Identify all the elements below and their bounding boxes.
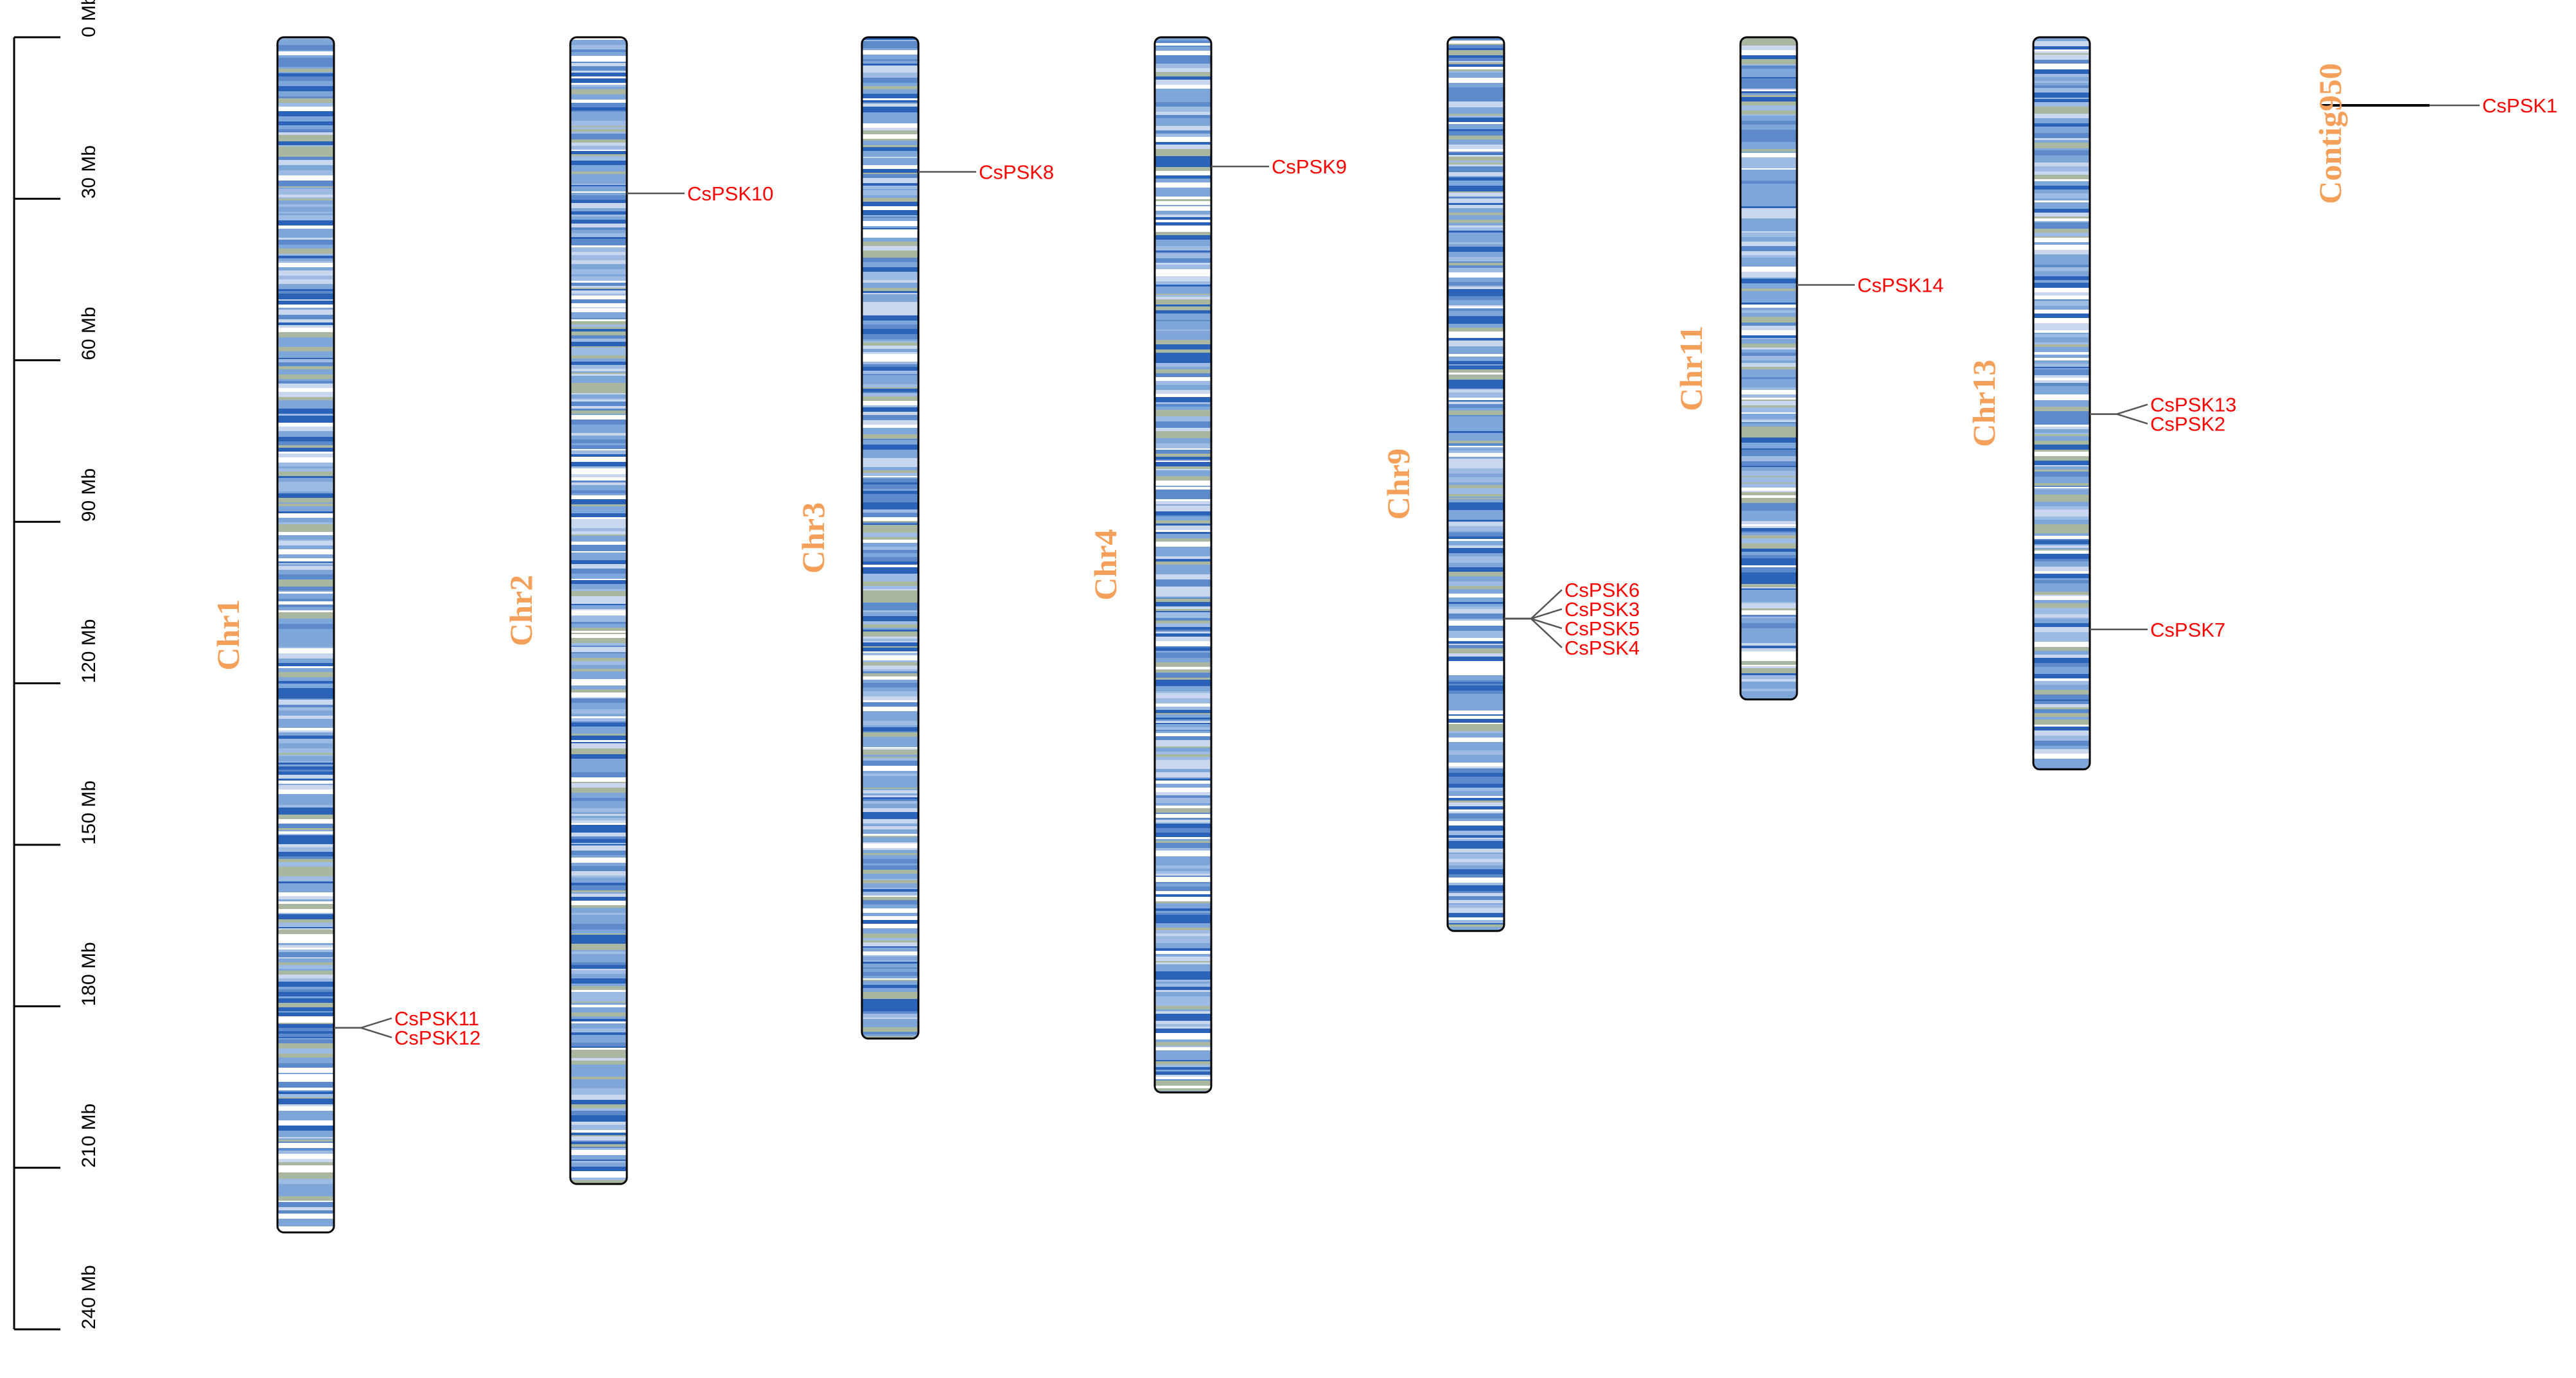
chromosome-chr11: Chr11 [1673,36,1798,701]
gene-label-cspsk1: CsPSK1 [2482,94,2557,117]
chromosome-contig950: Contig950 [2312,63,2430,204]
chromosome-outline [1446,36,1505,932]
density-bands [2033,37,2090,770]
density-bands [1448,37,1504,932]
chromosome-chr2: Chr2 [503,36,628,1185]
chromosome-label: Chr2 [503,575,539,646]
axis-tick-label: 0 Mb [78,0,100,37]
gene-label-cspsk4: CsPSK4 [1564,637,1640,659]
chromosome-outline [1153,36,1213,1093]
gene-label-cspsk10: CsPSK10 [687,182,773,205]
gene-leader-line [2090,413,2148,425]
chromosome-outline [569,36,628,1185]
axis-tick-label: 60 Mb [78,306,100,360]
gene-label-cspsk12: CsPSK12 [394,1027,480,1049]
gene-label-cspsk3: CsPSK3 [1564,598,1640,621]
gene-label-cspsk13: CsPSK13 [2150,394,2236,416]
chromosome-outline [1739,36,1798,701]
scale-axis: 0 Mb 30 Mb 60 Mb 90 Mb 120 Mb 150 Mb 180 Mb 210… [13,0,100,1330]
chromosome-label: Chr3 [795,502,831,574]
gene-leader-line [1504,589,1563,620]
gene-label-cspsk8: CsPSK8 [979,161,1054,184]
density-bands [862,37,918,1039]
axis-tick-label: 150 Mb [78,781,100,845]
chromosome-chr9: Chr9 [1380,36,1505,932]
axis-tick-label: 240 Mb [78,1265,100,1329]
gene-leader-line [334,1017,392,1029]
chromosome-label: Chr4 [1087,529,1123,601]
chromosome-chr13: Chr13 [1966,36,2091,771]
chromosome-label: Chr9 [1380,448,1416,520]
chromosome-label: Chr11 [1673,326,1709,411]
gene-label-cspsk9: CsPSK9 [1272,155,1347,178]
axis-tick-label: 90 Mb [78,468,100,522]
chromosome-chr4: Chr4 [1087,36,1213,1093]
gene-leader-line [2090,403,2148,415]
chromosome-chr1: Chr1 [210,36,335,1233]
axis-tick-label: 180 Mb [78,942,100,1006]
chromosome-outline [2032,36,2091,771]
axis-tick-label: 30 Mb [78,145,100,199]
chromosome-label: Chr1 [210,599,246,671]
density-bands [1740,37,1797,700]
axis-tick-label: 120 Mb [78,619,100,684]
chromosomes: Chr1 Chr2 Chr3 Chr4 Chr9 Chr11 Chr13 Contig950 [210,36,2430,1233]
gene-leader-line [1504,617,1563,648]
axis-tick-label: 210 Mb [78,1104,100,1168]
gene-label-cspsk7: CsPSK7 [2150,619,2225,641]
density-bands [1155,37,1211,1093]
chromosome-outline [276,36,335,1233]
gene-label-cspsk6: CsPSK6 [1564,579,1640,601]
gene-label-cspsk2: CsPSK2 [2150,413,2225,436]
chromosome-label: Chr13 [1966,360,2002,447]
gene-label-cspsk14: CsPSK14 [1857,274,1943,296]
gene-leader-line [334,1027,392,1039]
chromosome-outline [861,36,920,1040]
chromosome-chr3: Chr3 [795,36,920,1040]
density-bands [570,37,627,1184]
gene-label-cspsk5: CsPSK5 [1564,617,1640,640]
density-bands [277,37,334,1233]
chromosome-label: Contig950 [2312,63,2348,204]
gene-label-cspsk11: CsPSK11 [394,1007,479,1030]
